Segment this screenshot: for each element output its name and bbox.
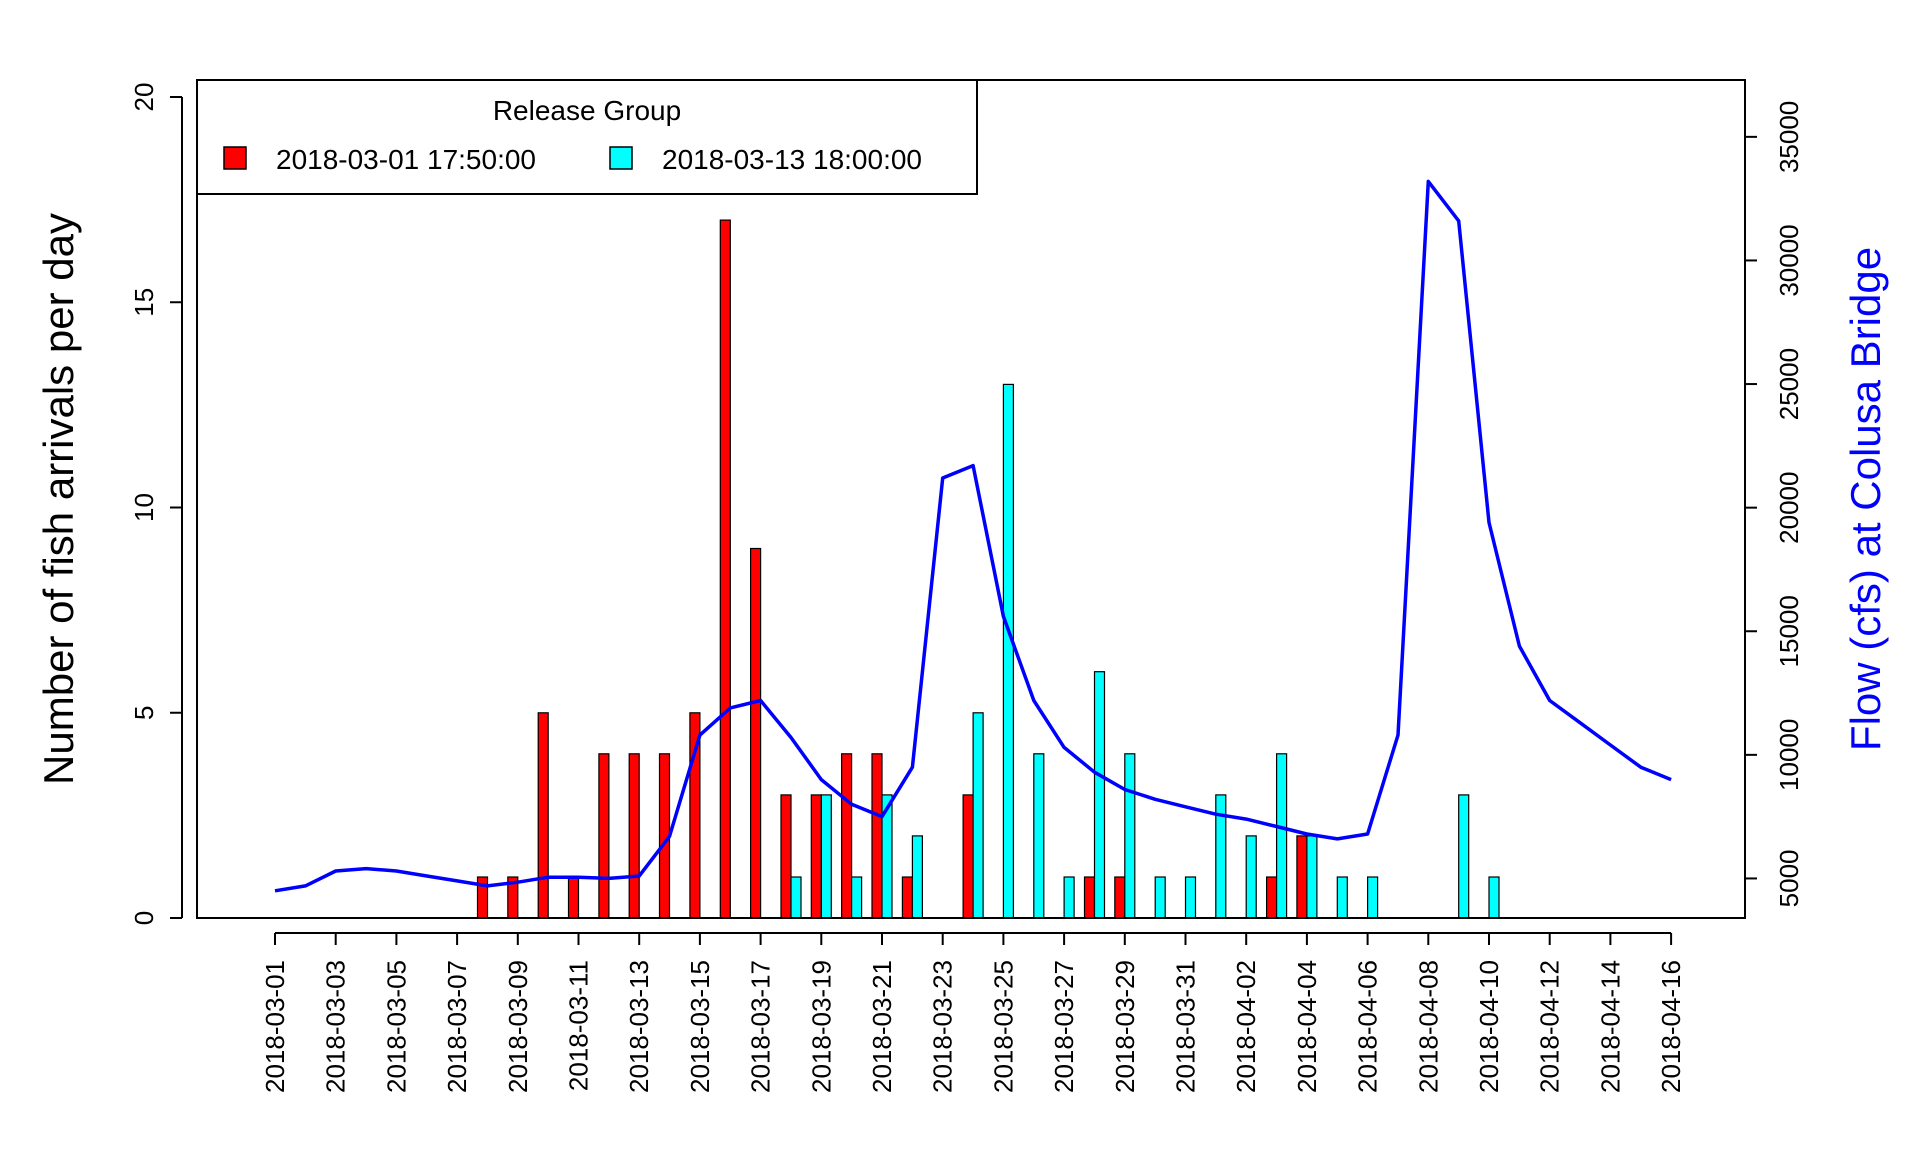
x-tick-label-2018-03-19: 2018-03-19 xyxy=(806,960,836,1093)
x-tick-label-2018-04-08: 2018-04-08 xyxy=(1413,960,1443,1093)
bar-release-0313-2018-03-19 xyxy=(820,794,832,919)
y-axis-left: 0 5 10 15 20 xyxy=(129,83,183,925)
x-tick-label-2018-03-27: 2018-03-27 xyxy=(1049,960,1079,1093)
y-axis-right: 5000 10000 15000 20000 25000 30000 35000 xyxy=(1744,101,1804,907)
bar-release-0301-2018-03-12 xyxy=(598,753,610,919)
bar-release-0301-2018-03-19 xyxy=(810,794,822,919)
y-tick-label-20: 20 xyxy=(129,83,159,112)
x-tick-label-2018-03-17: 2018-03-17 xyxy=(746,960,776,1093)
x-tick-label-2018-03-23: 2018-03-23 xyxy=(928,960,958,1093)
bar-release-0313-2018-03-29 xyxy=(1124,753,1136,919)
x-axis: 2018-03-01 2018-03-03 2018-03-05 2018-03-07… xyxy=(260,932,1686,1093)
x-tick-label-2018-03-01: 2018-03-01 xyxy=(260,960,290,1093)
x-tick-label-2018-03-03: 2018-03-03 xyxy=(321,960,351,1093)
bar-release-0313-2018-03-20 xyxy=(850,876,863,919)
y2-tick-label-35000: 35000 xyxy=(1774,101,1804,173)
y-tick-label-10: 10 xyxy=(129,493,159,522)
x-tick-label-2018-04-16: 2018-04-16 xyxy=(1656,960,1686,1093)
y2-tick-label-30000: 30000 xyxy=(1774,224,1804,296)
legend-entry-1: 2018-03-01 17:50:00 xyxy=(276,144,536,175)
bar-release-0313-2018-03-24 xyxy=(972,712,984,919)
bar-release-0301-2018-03-11 xyxy=(567,876,580,919)
bar-release-0313-2018-03-31 xyxy=(1184,876,1197,919)
x-tick-label-2018-03-21: 2018-03-21 xyxy=(867,960,897,1093)
bar-release-0313-2018-03-26 xyxy=(1033,753,1045,919)
x-tick-label-2018-03-11: 2018-03-11 xyxy=(564,960,594,1091)
bar-release-0301-2018-03-10 xyxy=(537,712,549,919)
x-tick-label-2018-04-14: 2018-04-14 xyxy=(1595,960,1625,1093)
bar-release-0313-2018-04-02 xyxy=(1245,835,1257,919)
bar-release-0301-2018-03-20 xyxy=(840,753,853,919)
bar-release-0313-2018-03-22 xyxy=(911,835,924,919)
bar-release-0301-2018-03-18 xyxy=(780,794,792,919)
x-tick-label-2018-03-31: 2018-03-31 xyxy=(1171,960,1201,1093)
legend-title: Release Group xyxy=(493,95,681,126)
y2-tick-label-20000: 20000 xyxy=(1774,472,1804,544)
bar-release-0301-2018-04-03 xyxy=(1265,876,1278,919)
bar-release-0313-2018-04-09 xyxy=(1458,794,1470,919)
flow-line-layer xyxy=(274,179,1672,893)
x-tick-label-2018-04-06: 2018-04-06 xyxy=(1353,960,1383,1093)
bar-release-0301-2018-03-13 xyxy=(628,753,640,919)
bar-release-0313-2018-03-30 xyxy=(1154,876,1166,919)
x-tick-label-2018-03-09: 2018-03-09 xyxy=(503,960,533,1093)
y2-axis-title: Flow (cfs) at Colusa Bridge xyxy=(1842,247,1889,751)
x-tick-label-2018-04-04: 2018-04-04 xyxy=(1292,960,1322,1093)
bar-release-0313-2018-03-18 xyxy=(790,876,802,919)
y2-tick-label-15000: 15000 xyxy=(1774,595,1804,667)
x-tick-label-2018-03-05: 2018-03-05 xyxy=(381,960,411,1093)
y2-tick-label-10000: 10000 xyxy=(1774,719,1804,791)
y-tick-label-15: 15 xyxy=(129,288,159,317)
bar-release-0301-2018-03-29 xyxy=(1114,876,1126,919)
bar-release-0313-2018-03-25 xyxy=(1002,383,1015,919)
bar-release-0313-2018-04-04 xyxy=(1306,835,1318,919)
legend-entry-2: 2018-03-13 18:00:00 xyxy=(662,144,922,175)
bar-release-0313-2018-04-03 xyxy=(1275,753,1288,919)
flow-line xyxy=(274,179,1672,893)
y-tick-label-5: 5 xyxy=(129,706,159,720)
x-tick-label-2018-04-10: 2018-04-10 xyxy=(1474,960,1504,1093)
bar-release-0313-2018-04-10 xyxy=(1488,876,1500,919)
bar-release-0313-2018-04-06 xyxy=(1366,876,1379,919)
x-tick-label-2018-03-15: 2018-03-15 xyxy=(685,960,715,1093)
bar-release-0301-2018-03-17 xyxy=(749,547,762,919)
legend-swatch-cyan xyxy=(609,146,633,170)
y-axis-title: Number of fish arrivals per day xyxy=(35,213,82,785)
legend-swatch-red xyxy=(223,146,247,170)
x-tick-label-2018-03-07: 2018-03-07 xyxy=(442,960,472,1093)
bar-release-0301-2018-04-04 xyxy=(1296,835,1308,919)
bar-release-0301-2018-03-28 xyxy=(1083,876,1096,919)
y2-tick-label-5000: 5000 xyxy=(1774,849,1804,907)
bar-release-0313-2018-04-05 xyxy=(1336,876,1348,919)
y2-tick-label-25000: 25000 xyxy=(1774,348,1804,420)
bar-release-0301-2018-03-16 xyxy=(719,219,731,919)
bar-release-0301-2018-03-24 xyxy=(962,794,974,919)
x-tick-label-2018-03-25: 2018-03-25 xyxy=(988,960,1018,1093)
x-tick-label-2018-03-29: 2018-03-29 xyxy=(1110,960,1140,1093)
x-tick-label-2018-04-12: 2018-04-12 xyxy=(1535,960,1565,1093)
legend-box xyxy=(196,79,978,195)
legend: Release Group 2018-03-01 17:50:00 2018-0… xyxy=(196,79,978,195)
bar-release-0301-2018-03-22 xyxy=(901,876,914,919)
bar-release-0301-2018-03-21 xyxy=(871,753,883,919)
x-tick-label-2018-04-02: 2018-04-02 xyxy=(1231,960,1261,1093)
bar-release-0313-2018-03-28 xyxy=(1093,671,1106,919)
y-tick-label-0: 0 xyxy=(129,911,159,925)
bar-release-0313-2018-03-27 xyxy=(1063,876,1075,919)
x-tick-label-2018-03-13: 2018-03-13 xyxy=(624,960,654,1093)
